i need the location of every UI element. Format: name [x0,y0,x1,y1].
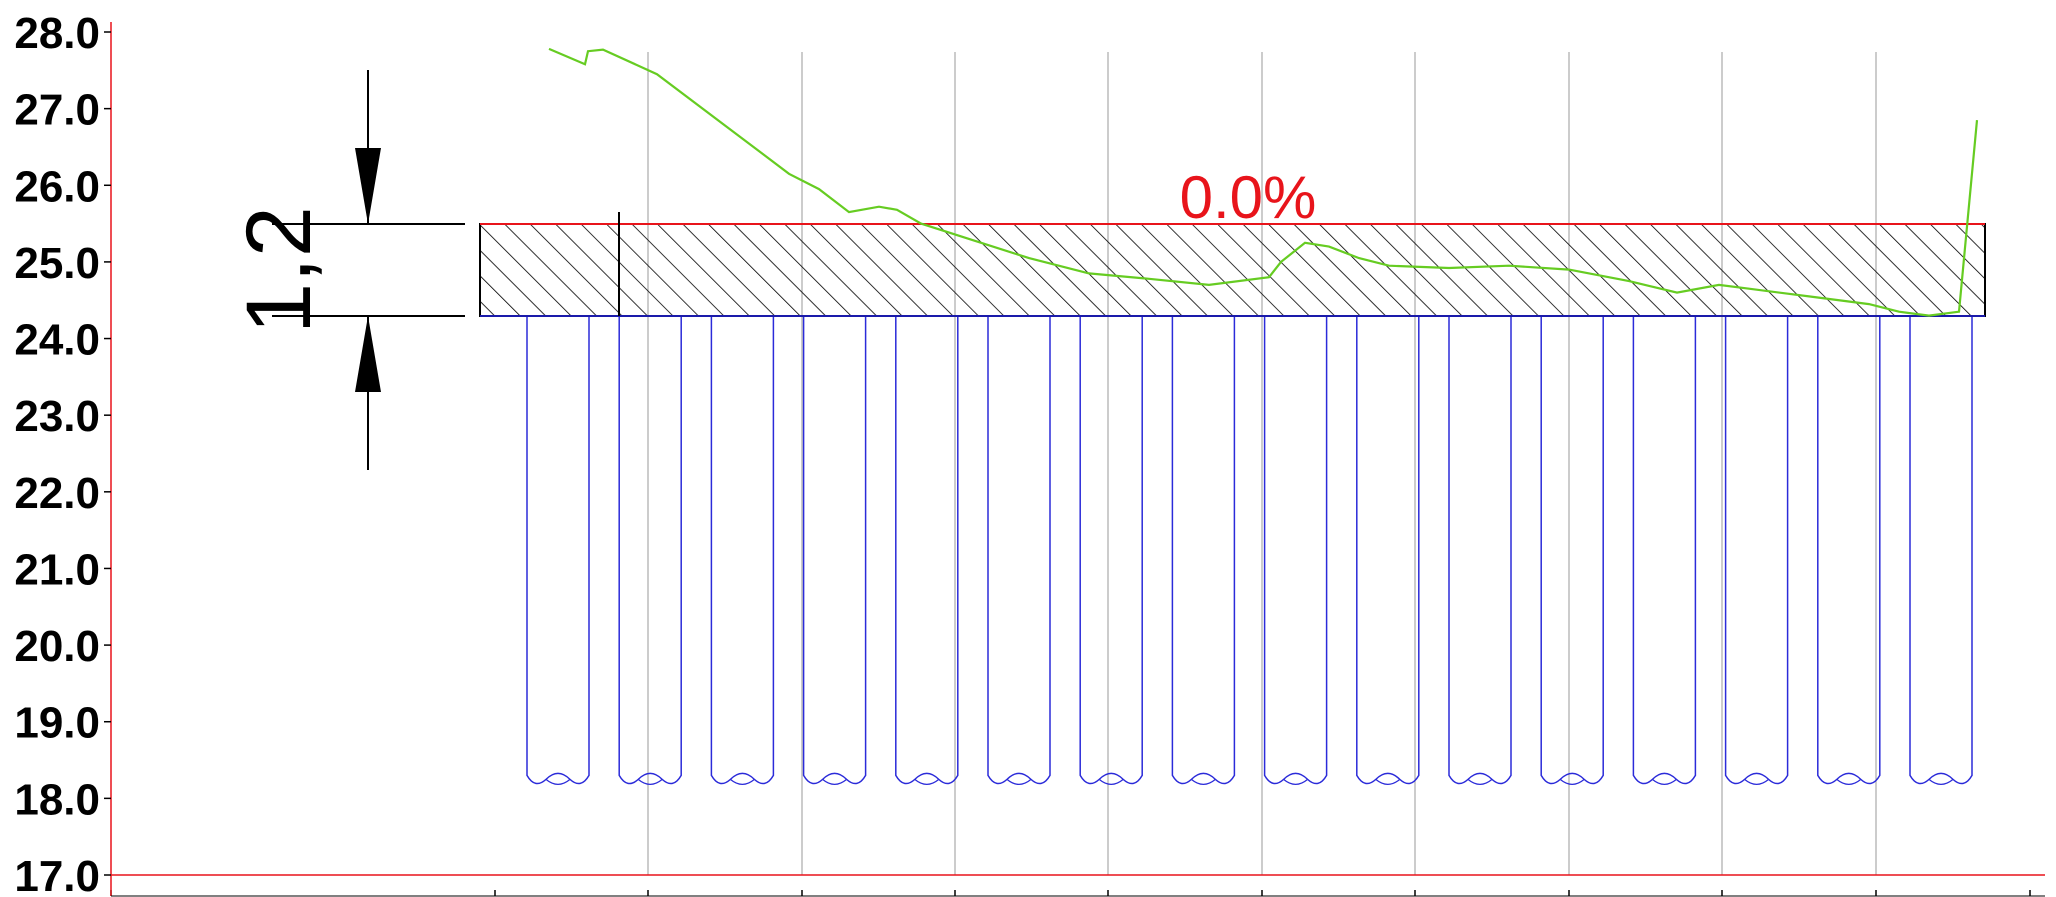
pile [1079,315,1143,785]
pile-tip-curve [545,778,571,785]
percent-label: 0.0% [1180,164,1317,231]
pile-tip-curve [914,778,940,785]
pile [1724,315,1789,785]
pile-tip-curve [1098,778,1124,785]
y-tick-label: 28.0 [14,9,100,58]
pile [618,315,682,785]
y-tick-label: 20.0 [14,622,100,671]
pile-tip-curve [1467,778,1493,785]
pile [1171,315,1236,785]
y-tick-label: 18.0 [14,775,100,824]
pile [1909,315,1973,785]
dimension-annotation: 1,2 [228,70,465,470]
hatched-layer-band [479,223,1986,317]
y-tick-label: 25.0 [14,239,100,288]
pile-tip-curve [1006,778,1032,785]
y-tick-label: 21.0 [14,545,100,594]
pile-tip-curve [822,778,847,785]
pile [526,315,590,785]
pile [987,315,1051,785]
pile [1356,315,1420,785]
pile [1448,315,1512,785]
dimension-arrow-up [355,316,381,392]
y-tick-label: 23.0 [14,392,100,441]
pile [710,315,775,785]
pile-tip-curve [730,778,755,785]
pile [1540,315,1604,785]
pile [1263,315,1328,785]
pile-tip-curve [1928,778,1954,785]
pile-tip-curve [1836,778,1862,785]
dimension-label: 1,2 [228,206,330,334]
y-axis-ticks: 28.0 27.0 26.0 25.0 24.0 23.0 22.0 21.0 20.0 19.0… [14,9,111,897]
pile-tip-curve [1652,778,1677,785]
y-tick-label: 24.0 [14,316,100,365]
pile-tip-curve [1375,778,1401,785]
pile [802,315,867,785]
y-tick-label: 22.0 [14,469,100,518]
pile [895,315,959,785]
y-tick-label: 19.0 [14,699,100,748]
pile-tip-curve [1191,778,1216,785]
y-tick-label: 27.0 [14,86,100,135]
pile-tip-curve [1283,778,1308,785]
pile-group [526,315,1973,785]
pile-tip-curve [1744,778,1769,785]
pile-tip-curve [1559,778,1585,785]
pile-tip-curve [637,778,663,785]
y-tick-label: 26.0 [14,162,100,211]
pile [1817,315,1881,785]
y-tick-label: 17.0 [14,852,100,897]
dimension-arrow-down [355,148,381,224]
vertical-gridlines [110,52,2031,896]
pile [1632,315,1697,785]
ground-profile-line [548,47,1979,317]
